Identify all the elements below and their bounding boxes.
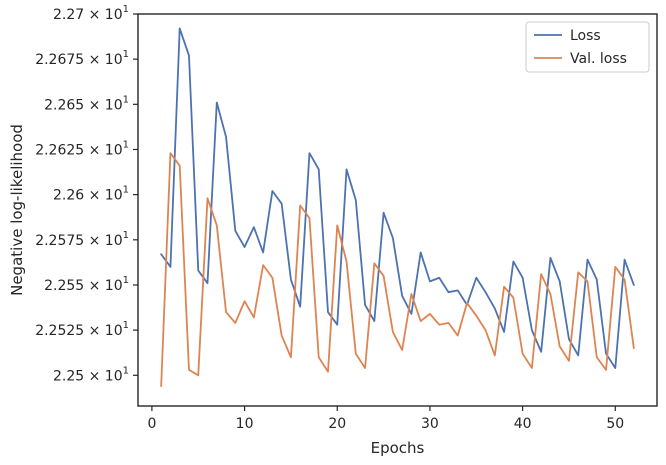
y-tick-label: 2.2575 × 101 xyxy=(35,230,129,249)
y-tick-label: 2.26 × 101 xyxy=(53,185,129,204)
series-layer xyxy=(160,27,635,388)
y-tick-label: 2.255 × 101 xyxy=(44,275,129,294)
y-tick-label: 2.25 × 101 xyxy=(53,365,129,384)
x-axis: 0 10 20 30 40 50 xyxy=(147,406,624,432)
y-tick-label: 2.2675 × 101 xyxy=(35,49,129,68)
x-tick-label: 20 xyxy=(328,416,346,432)
y-tick-label: 2.2525 × 101 xyxy=(35,320,129,339)
legend-label-loss: Loss xyxy=(570,28,601,44)
x-tick-label: 10 xyxy=(236,416,254,432)
series-line-loss xyxy=(160,27,635,369)
x-tick-label: 50 xyxy=(606,416,624,432)
x-tick-label: 0 xyxy=(147,416,156,432)
y-axis: 2.25 × 101 2.2525 × 101 2.255 × 101 2.2575 … xyxy=(35,4,138,384)
series-line-val-loss xyxy=(160,152,635,388)
legend: Loss Val. loss xyxy=(525,21,650,73)
x-tick-label: 40 xyxy=(514,416,532,432)
y-axis-label: Negative log-likelihood xyxy=(8,124,26,296)
legend-label-val-loss: Val. loss xyxy=(570,51,627,67)
x-tick-label: 30 xyxy=(421,416,439,432)
y-tick-label: 2.27 × 101 xyxy=(53,4,129,23)
x-axis-label: Epochs xyxy=(371,439,425,457)
y-tick-label: 2.265 × 101 xyxy=(44,94,129,113)
y-tick-label: 2.2625 × 101 xyxy=(35,139,129,158)
